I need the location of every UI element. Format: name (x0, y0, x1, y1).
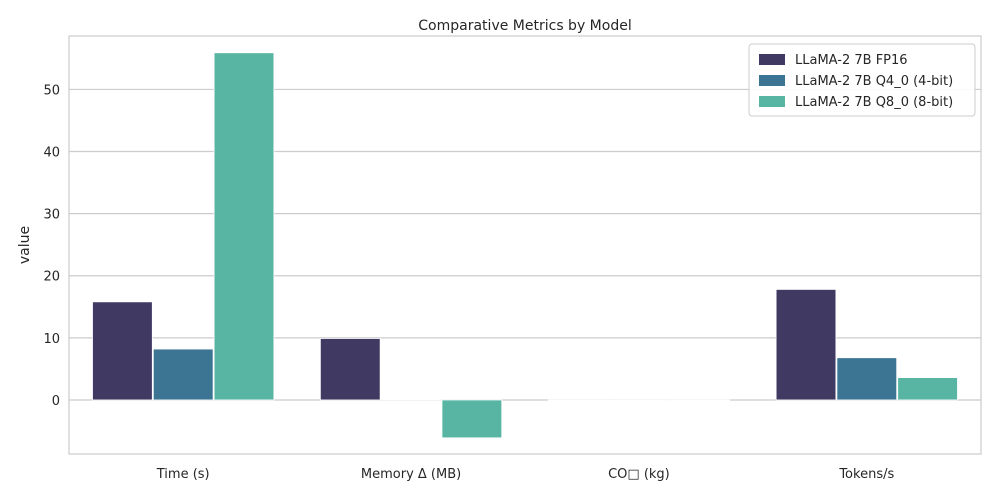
y-tick-label: 30 (43, 208, 60, 223)
bar (92, 301, 153, 401)
x-tick-label: Memory Δ (MB) (361, 467, 461, 482)
y-tick-labels: 0 10 20 30 40 50 (43, 83, 60, 409)
y-tick-label: 10 (43, 332, 60, 347)
legend-swatch (759, 54, 785, 65)
y-axis-label: value (17, 226, 33, 264)
chart-title: Comparative Metrics by Model (418, 18, 631, 34)
y-tick-label: 50 (43, 83, 60, 98)
legend-label: LLaMA-2 7B Q8_0 (8-bit) (795, 95, 953, 110)
bars (92, 52, 958, 439)
y-tick-label: 20 (43, 270, 60, 285)
bar (775, 289, 837, 401)
x-tick-labels: Time (s) Memory Δ (MB) CO□ (kg) Tokens/s (156, 467, 895, 482)
legend-box (748, 43, 976, 117)
legend: LLaMA-2 7B FP16 LLaMA-2 7B Q4_0 (4-bit) LL… (748, 43, 976, 117)
bar (152, 348, 214, 401)
legend-swatch (759, 75, 785, 86)
legend-label: LLaMA-2 7B Q4_0 (4-bit) (795, 74, 953, 89)
bar (897, 377, 958, 401)
x-tick-label: CO□ (kg) (608, 467, 670, 482)
bar (441, 399, 503, 439)
legend-label: LLaMA-2 7B FP16 (795, 53, 908, 68)
bar (213, 52, 275, 401)
y-tick-label: 40 (43, 146, 60, 161)
x-tick-label: Tokens/s (838, 467, 894, 482)
x-tick-label: Time (s) (156, 467, 210, 482)
legend-swatch (759, 96, 785, 107)
bar (836, 357, 898, 401)
bar (608, 399, 670, 401)
bar (319, 338, 381, 401)
bar (380, 398, 442, 401)
y-tick-label: 0 (52, 394, 60, 409)
bar (669, 399, 731, 401)
bar (547, 399, 609, 401)
